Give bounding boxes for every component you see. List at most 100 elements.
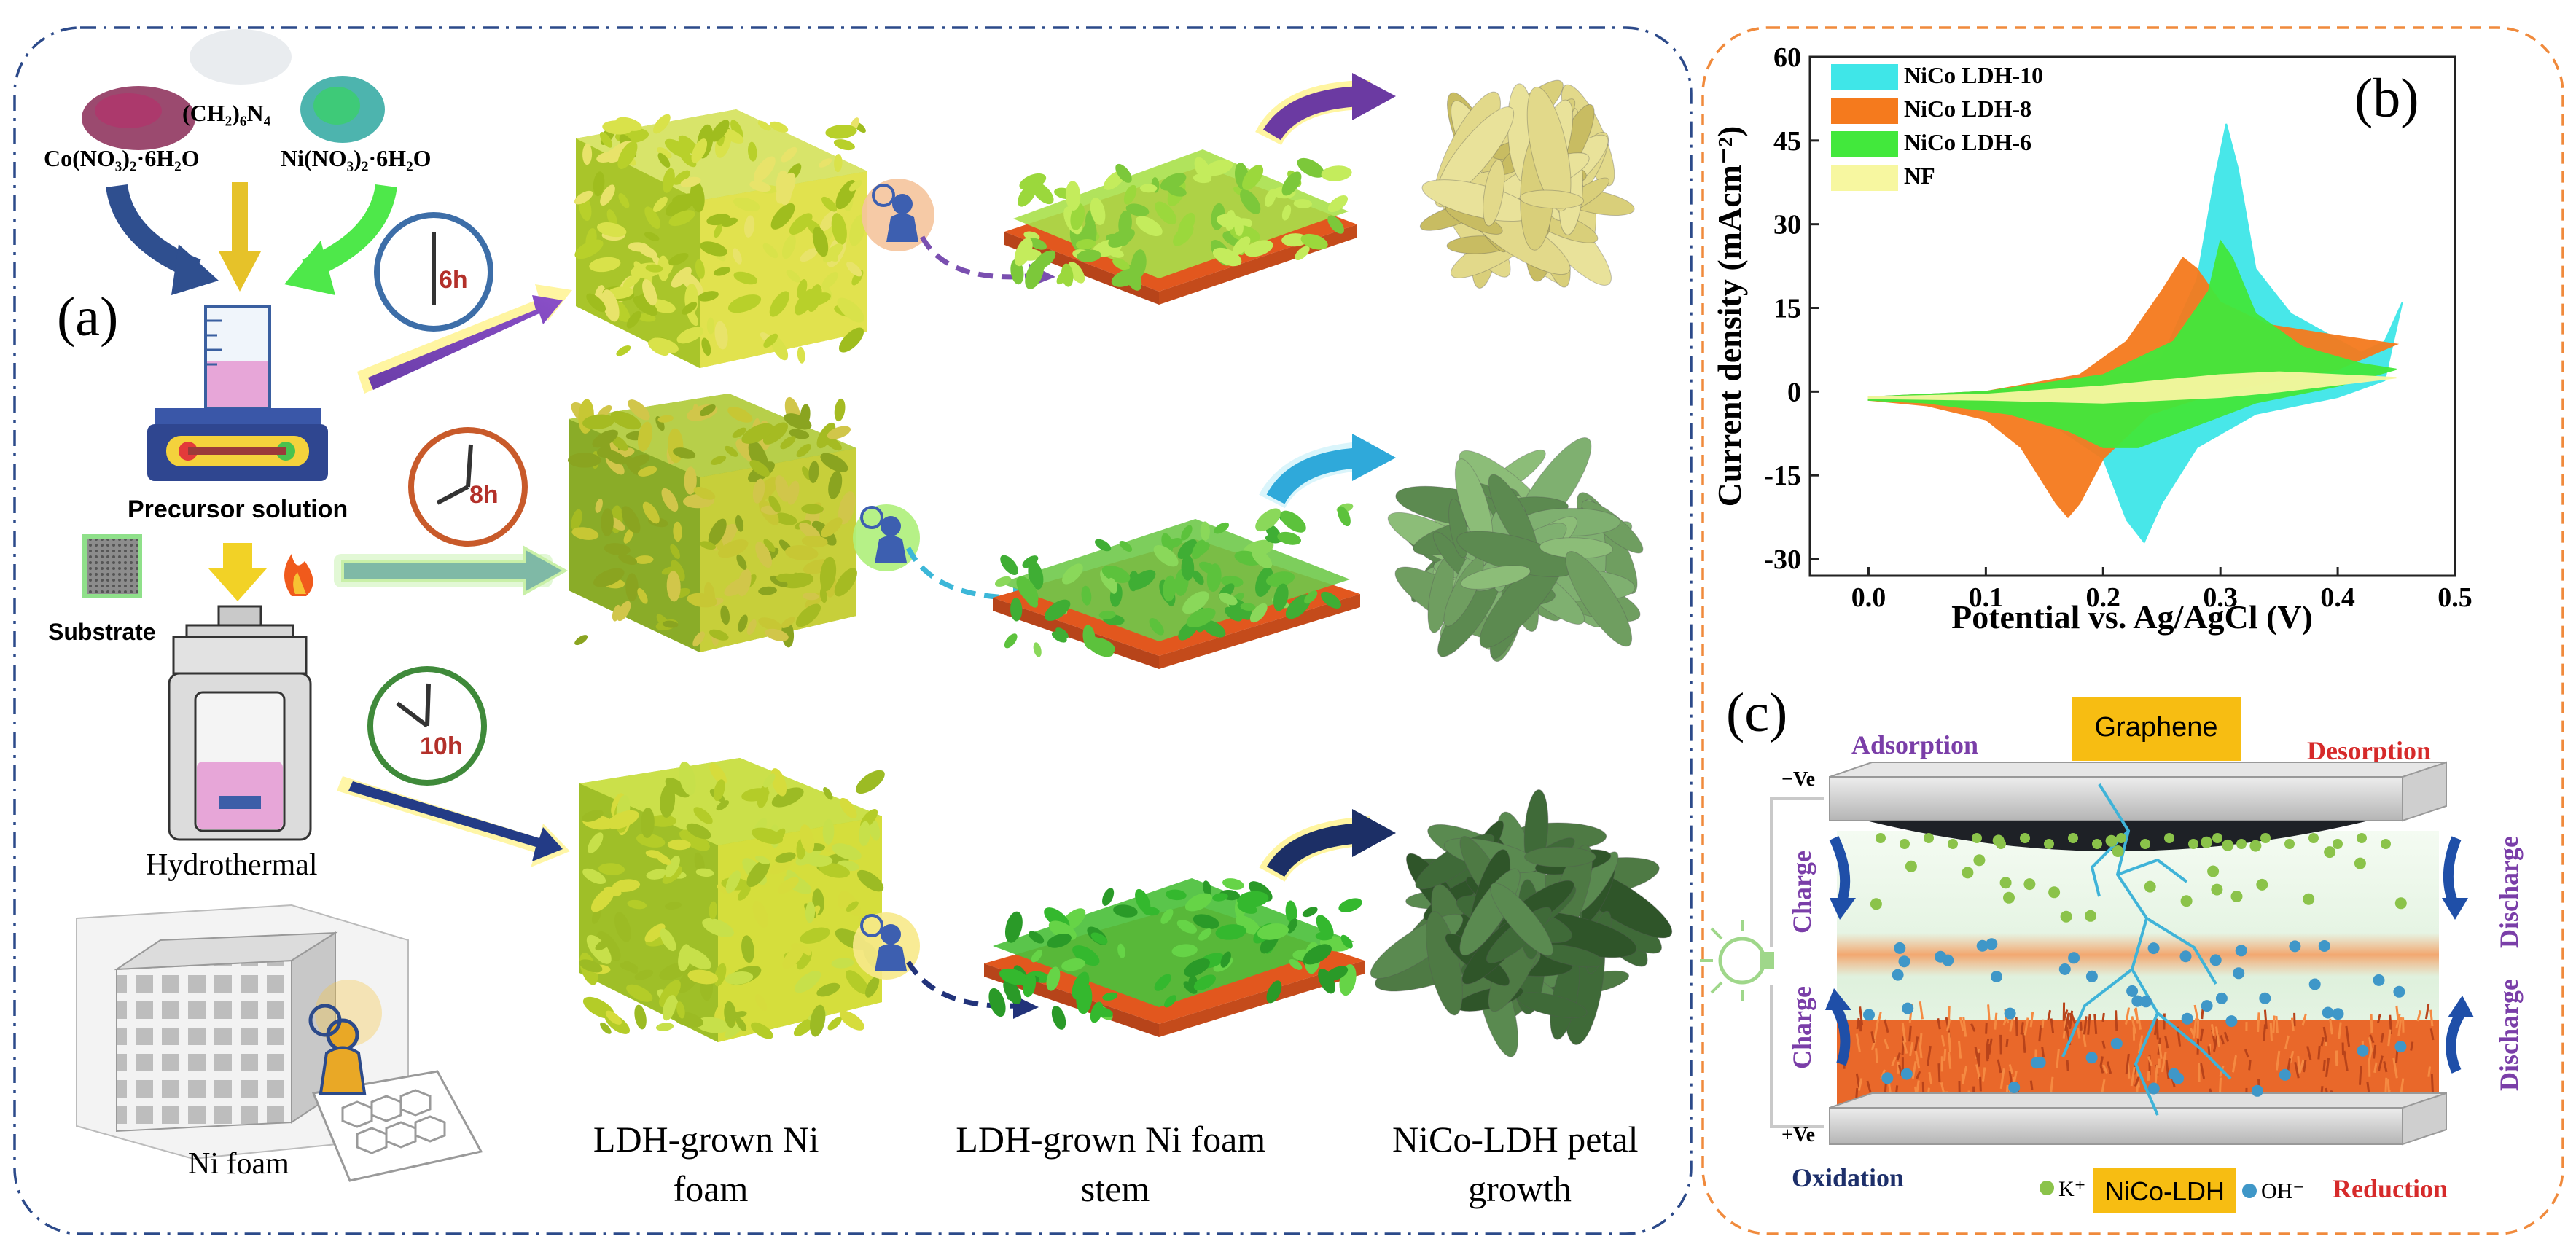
oh-ion xyxy=(2332,1008,2344,1020)
oh-ion xyxy=(2394,1041,2407,1053)
hmt-feed-arrow xyxy=(232,182,248,255)
k-ion xyxy=(2201,836,2213,848)
legend-label-ldh10: NiCo LDH-10 xyxy=(1904,62,2043,88)
oh-ion xyxy=(2318,940,2330,952)
x-tick-label: 0.2 xyxy=(2086,582,2121,613)
k-ion xyxy=(2060,910,2072,923)
circuit-wire-top xyxy=(1770,797,1824,947)
k-ion xyxy=(2211,883,2223,896)
oh-ion xyxy=(1894,942,1906,954)
k-ion xyxy=(1962,867,1974,879)
x-axis-title: Potential vs. Ag/AgCl (V) xyxy=(1951,598,2313,636)
oh-ion xyxy=(2126,985,2139,997)
y-tick-label: 45 xyxy=(1773,126,1801,157)
series-layer xyxy=(1867,123,2403,544)
oh-ion xyxy=(1935,950,1947,963)
k-ion xyxy=(2249,840,2262,852)
legend-swatch-ldh8 xyxy=(1831,98,1898,124)
leaf-texture xyxy=(568,114,885,1039)
oh-ion xyxy=(2357,1044,2369,1057)
lightning-discharge xyxy=(2061,783,2232,1116)
panel-a-frame xyxy=(13,26,1693,1235)
oh-ion xyxy=(2215,992,2228,1004)
oh-ion xyxy=(2008,1082,2021,1093)
k-ion-adsorbed xyxy=(2188,839,2198,849)
k-ion xyxy=(2394,897,2407,910)
k-ion-label: K⁺ xyxy=(2058,1177,2086,1201)
discharge-label-bottom: Discharge xyxy=(2494,979,2524,1091)
stem-leaf-texture xyxy=(988,157,1362,1030)
oh-ion xyxy=(2179,950,2192,963)
hmt-powder xyxy=(190,29,292,85)
oh-ion xyxy=(2140,996,2152,1008)
k-ion-adsorbed xyxy=(2381,839,2391,849)
oh-ion xyxy=(2085,1052,2098,1064)
oh-ion xyxy=(1881,1072,1894,1084)
k-ion xyxy=(2085,910,2096,922)
oh-ion xyxy=(1991,971,2002,982)
x-tick-label: 0.5 xyxy=(2438,582,2472,613)
oh-ion xyxy=(2251,1084,2263,1097)
k-ion xyxy=(1870,898,1882,910)
growth-arrow-8h xyxy=(341,545,569,596)
graphene-label: Graphene xyxy=(2094,712,2217,743)
k-ion xyxy=(2112,845,2124,857)
oh-ion xyxy=(1986,938,1998,950)
separator-band xyxy=(1837,933,2439,977)
cv-loop-nf xyxy=(1867,371,2397,404)
clock-10h: 10h xyxy=(367,666,487,786)
y-tick-label: -15 xyxy=(1764,461,1801,491)
k-ion xyxy=(2207,865,2220,877)
panel-b-label: (b) xyxy=(2354,68,2419,129)
oh-ion xyxy=(1900,1068,1913,1080)
k-ion-adsorbed xyxy=(2068,833,2078,843)
k-ion-adsorbed xyxy=(2212,833,2222,843)
column-label-ldh-foam: LDH-grown Ni foam xyxy=(593,1119,828,1209)
oh-ion xyxy=(2147,942,2160,955)
desorption-label: Desorption xyxy=(2307,736,2431,765)
oh-ion-legend-dot xyxy=(2242,1184,2257,1198)
x-tick-label: 0.1 xyxy=(1969,582,2004,613)
charge-arrow-bottom xyxy=(1830,1003,1851,1066)
k-ion-adsorbed xyxy=(2140,839,2150,849)
k-ion-adsorbed xyxy=(1876,833,1886,843)
k-ion-adsorbed xyxy=(1972,833,1982,843)
legend-swatch-ldh6 xyxy=(1831,131,1898,157)
oh-ion xyxy=(1902,1002,1914,1014)
explorer-figure-10h xyxy=(853,912,920,980)
k-ion xyxy=(2303,893,2315,905)
time-8h: 8h xyxy=(469,481,499,509)
oh-ion xyxy=(2085,970,2098,982)
flame-icon xyxy=(284,554,313,596)
light-bulb-icon xyxy=(1718,937,1766,985)
oh-ion xyxy=(2393,985,2405,998)
growth-arrow-6h xyxy=(368,295,563,390)
y-axis-title: Current density (mAcm⁻²) xyxy=(1711,126,1748,507)
explorer-figure-6h xyxy=(862,179,934,251)
discharge-arrow-bottom xyxy=(2446,1010,2466,1074)
k-ion xyxy=(2048,886,2061,899)
ldh-label-box xyxy=(2093,1168,2236,1213)
k-ion xyxy=(2003,891,2015,904)
time-10h: 10h xyxy=(420,732,463,760)
charge-arrow-top xyxy=(1829,835,1851,906)
petal-arrow-8h xyxy=(1266,447,1364,505)
k-ion-adsorbed xyxy=(2116,833,2126,843)
k-ion xyxy=(2023,878,2036,891)
charge-label-bottom: Charge xyxy=(1787,986,1816,1069)
ni-foam-label: Ni foam xyxy=(188,1147,289,1181)
k-ion-legend-dot xyxy=(2040,1181,2054,1195)
column-label-ldh-stem: LDH-grown Ni foam stem xyxy=(956,1119,1274,1209)
panel-bc-frame xyxy=(1701,26,2564,1235)
k-ion-adsorbed xyxy=(2308,833,2319,843)
y-tick-label: 60 xyxy=(1773,42,1801,73)
legend-swatch-ldh10 xyxy=(1831,64,1898,90)
oh-ion xyxy=(2225,1015,2238,1028)
y-tick-label: 0 xyxy=(1787,377,1801,407)
k-ion-adsorbed xyxy=(1948,839,1958,849)
oh-ion xyxy=(2168,1068,2180,1080)
k-ion-adsorbed xyxy=(2092,839,2102,849)
growth-arrow-10h xyxy=(348,781,563,861)
k-ion-adsorbed xyxy=(2284,839,2295,849)
